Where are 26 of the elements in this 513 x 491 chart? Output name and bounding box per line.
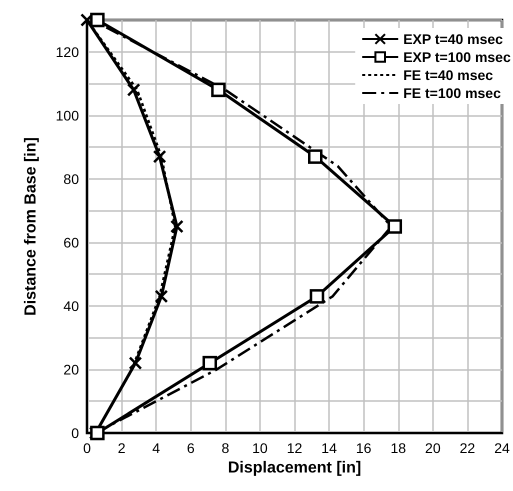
y-tick-label: 120 <box>56 44 80 60</box>
legend-label: FE t=100 msec <box>403 85 502 101</box>
y-tick-label: 80 <box>63 170 80 187</box>
x-tick-label: 0 <box>83 440 92 456</box>
legend-label: FE t=40 msec <box>403 67 494 83</box>
x-tick-label: 6 <box>186 440 195 456</box>
y-tick-label: 20 <box>63 361 80 378</box>
x-tick-label: 12 <box>286 440 302 456</box>
legend-label: EXP t=100 msec <box>403 49 511 65</box>
x-tick-label: 18 <box>390 440 406 456</box>
y-tick-label: 100 <box>56 107 80 124</box>
y-tick-label: 0 <box>71 425 80 441</box>
x-axis-title: Displacement [in] <box>228 459 362 476</box>
x-tick-label: 24 <box>494 440 510 456</box>
x-tick-label: 22 <box>460 440 476 456</box>
x-tick-label: 8 <box>221 440 230 456</box>
x-tick-label: 16 <box>356 440 372 456</box>
x-tick-label: 20 <box>425 440 441 456</box>
x-tick-label: 14 <box>321 440 338 456</box>
x-tick-label: 10 <box>252 440 268 456</box>
legend-label: EXP t=40 msec <box>403 31 504 47</box>
y-tick-label: 40 <box>63 298 80 314</box>
x-tick-label: 4 <box>152 440 160 456</box>
x-tick-label: 2 <box>118 440 126 456</box>
y-tick-label: 60 <box>63 234 80 250</box>
y-axis-title: Distance from Base [in] <box>22 137 40 316</box>
